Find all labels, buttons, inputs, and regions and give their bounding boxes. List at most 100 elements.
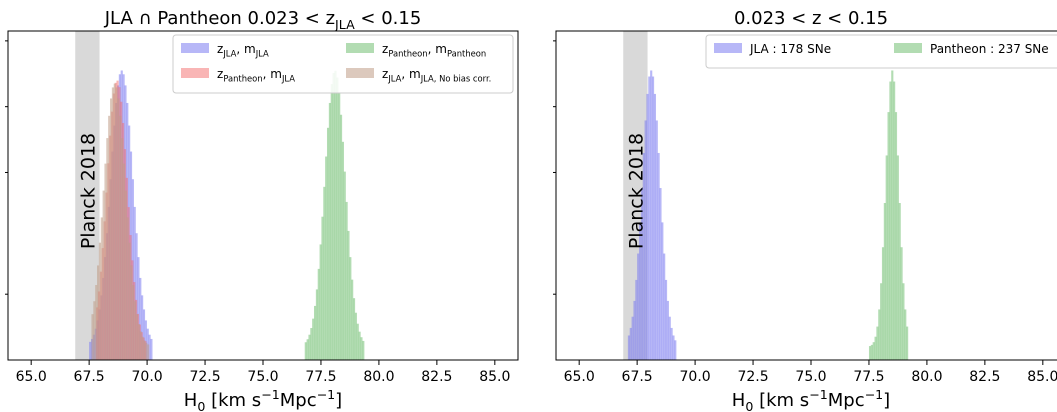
- histogram-bar: [141, 336, 144, 360]
- legend-swatch: [181, 68, 209, 78]
- histogram-bar: [883, 203, 886, 360]
- histogram-bar: [304, 342, 307, 360]
- chart-title-part-2: < 0.15: [355, 8, 422, 29]
- histogram-bar: [312, 318, 315, 360]
- legend-entry-part-0: z: [217, 67, 223, 81]
- histogram-bar: [330, 84, 333, 361]
- legend-entry: zJLA, mJLA, No bias corr.: [382, 67, 491, 83]
- legend-entry-part-1: JLA: [222, 48, 236, 58]
- histogram-bar: [653, 93, 656, 360]
- histogram-bar: [314, 305, 317, 360]
- histogram-bar: [902, 283, 905, 360]
- histogram-bar: [889, 81, 892, 360]
- histogram-bar: [661, 222, 664, 360]
- histogram-bar: [349, 257, 352, 360]
- histogram-bar: [648, 76, 651, 360]
- histogram-bar: [345, 201, 348, 360]
- histogram-bar: [115, 87, 118, 360]
- histogram-bar: [98, 242, 102, 360]
- chart-title: 0.023 < z < 0.15: [734, 8, 888, 29]
- x-tick-label: 82.5: [421, 369, 452, 385]
- x-axis-label-part-1: 0: [745, 399, 753, 412]
- legend-entry-part-3: JLA: [255, 48, 269, 58]
- histogram-bar: [323, 186, 326, 360]
- legend-swatch: [346, 68, 374, 78]
- histogram-bar: [627, 335, 631, 360]
- histogram-bar: [144, 320, 147, 360]
- histogram-bar: [633, 300, 636, 360]
- x-tick-label: 70.0: [680, 369, 711, 385]
- legend-entry: Pantheon : 237 SNe: [930, 42, 1049, 56]
- histogram-bar: [351, 279, 354, 360]
- histogram-bar: [640, 188, 643, 360]
- chart-panel-2: 0.023 < z < 0.15 Planck 2018 65.0 67.5 70.0 7…: [553, 8, 1057, 412]
- histogram-bar: [146, 328, 149, 360]
- histogram-bar: [651, 76, 655, 360]
- legend-entry: zPantheon, mJLA: [217, 67, 295, 83]
- histogram-bar: [137, 257, 140, 360]
- x-tick-label: 82.5: [969, 369, 1000, 385]
- x-axis-label-part-3: −1: [261, 387, 280, 402]
- histogram-bar: [635, 279, 638, 360]
- x-tick-label: 77.5: [853, 369, 884, 385]
- histogram-bar: [631, 316, 634, 360]
- x-tick-label: 80.0: [363, 369, 394, 385]
- x-tick-label: 65.0: [564, 369, 595, 385]
- histogram-bar: [97, 265, 100, 360]
- legend-swatch: [346, 43, 374, 53]
- histogram-bar: [104, 163, 107, 360]
- histogram-bar: [880, 283, 883, 360]
- histogram-bar: [659, 188, 662, 360]
- histogram-bar: [319, 244, 322, 360]
- histogram-bar: [637, 253, 640, 360]
- histogram-bar: [310, 328, 313, 360]
- series-2: [868, 70, 909, 361]
- x-tick-label: 67.5: [622, 369, 653, 385]
- legend-entry-part-0: z: [217, 42, 223, 56]
- histogram-bar: [362, 340, 365, 360]
- histogram-bar: [664, 279, 668, 360]
- x-tick-label: 75.0: [795, 369, 826, 385]
- histogram-bar: [119, 115, 122, 360]
- x-axis-label-part-5: −1: [317, 387, 336, 402]
- legend-entry-part-3: JLA: [281, 73, 295, 83]
- histogram-bar: [95, 285, 98, 360]
- histogram-bar: [870, 344, 873, 360]
- histogram-bar: [646, 93, 649, 360]
- histogram-bar: [868, 346, 872, 360]
- histogram-bar: [898, 203, 901, 360]
- x-tick-label: 85.0: [479, 369, 510, 385]
- histogram-bar: [108, 115, 111, 360]
- histogram-bar: [128, 242, 131, 360]
- x-axis-label-part-6: ]: [335, 390, 342, 411]
- histogram-bar: [141, 295, 144, 360]
- histogram-bar: [885, 155, 888, 360]
- histogram-bar: [900, 247, 903, 360]
- histogram-bar: [110, 98, 113, 361]
- histogram-bar: [339, 114, 343, 360]
- legend-swatch: [181, 43, 209, 53]
- legend-entry-part-0: JLA : 178 SNe: [749, 42, 831, 56]
- legend: JLA : 178 SNe Pantheon : 237 SNe: [705, 34, 1057, 69]
- histogram-bar: [629, 327, 632, 360]
- histogram-bar: [132, 285, 135, 360]
- histogram-bar: [347, 230, 350, 360]
- planck-label: Planck 2018: [625, 133, 647, 249]
- x-tick-label: 72.5: [189, 369, 220, 385]
- chart-title: JLA ∩ Pantheon 0.023 < zJLA < 0.15: [104, 8, 422, 32]
- histogram-bar: [876, 326, 879, 360]
- x-axis-label-part-4: Mpc: [828, 390, 865, 411]
- x-axis-label-part-4: Mpc: [280, 390, 317, 411]
- histogram-bar: [315, 289, 319, 360]
- histogram-bar: [148, 334, 151, 360]
- x-tick-label: 72.5: [737, 369, 768, 385]
- x-axis-label-part-1: 0: [197, 399, 205, 412]
- legend-entry-part-2: , m: [236, 42, 255, 56]
- histogram-bar: [142, 309, 146, 360]
- histogram-bar: [874, 336, 877, 360]
- histogram-bar: [121, 138, 124, 360]
- histogram-bar: [135, 233, 138, 360]
- histogram-bar: [674, 340, 677, 360]
- histogram-bar: [332, 73, 335, 361]
